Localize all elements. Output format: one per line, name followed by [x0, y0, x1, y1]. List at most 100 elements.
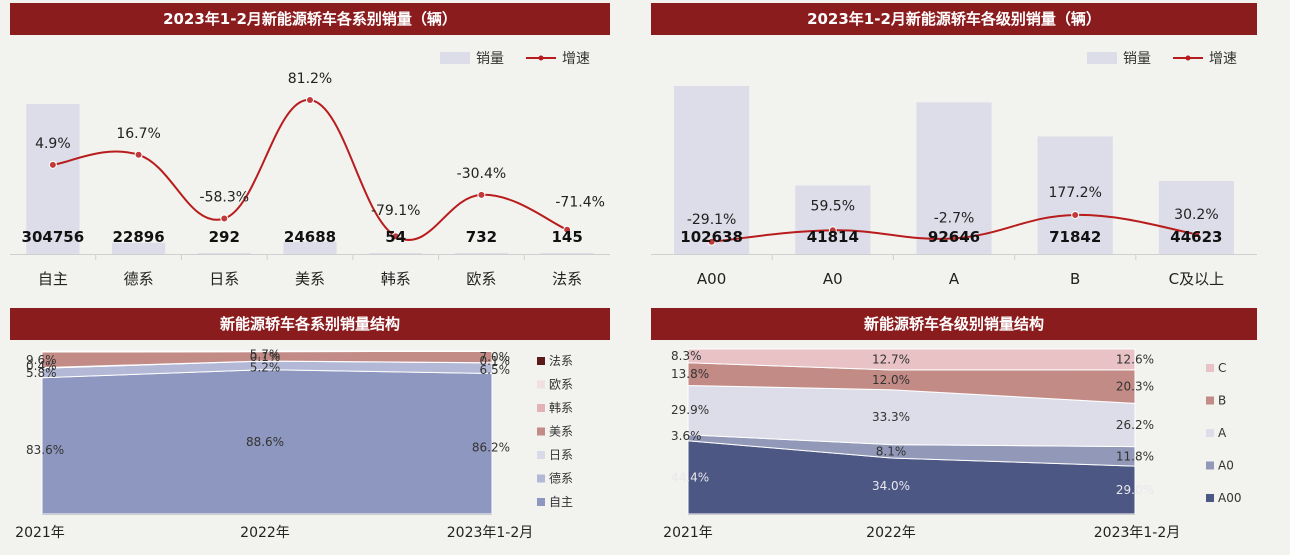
- legend-swatch-bar: [440, 52, 470, 64]
- growth-point: [707, 237, 716, 246]
- chart-title: 新能源轿车各级别销量结构: [651, 308, 1257, 340]
- growth-label: -71.4%: [555, 195, 605, 211]
- legend-label: 自主: [549, 495, 573, 509]
- class-structure-chart: 44.4% 34.0% 29.0% 3.6% 8.1% 11.8% 29.9% 33.3% 26…: [663, 348, 1241, 541]
- growth-point: [220, 214, 229, 223]
- legend-label: A00: [1218, 491, 1241, 505]
- bar: [1037, 136, 1113, 254]
- legend-swatch: [1206, 461, 1214, 470]
- legend-label: 德系: [549, 471, 573, 486]
- area-value-label: 12.0%: [872, 373, 910, 387]
- bar-value-label: 732: [466, 228, 497, 246]
- legend-label: 增速: [1209, 51, 1237, 67]
- area-layer: [687, 348, 1136, 371]
- area-value-label: 11.8%: [1116, 449, 1154, 463]
- area-value-label: 83.6%: [26, 443, 64, 457]
- growth-point: [391, 232, 400, 241]
- category-label: 美系: [295, 270, 325, 288]
- class-structure-panel: 新能源轿车各级别销量结构 44.4% 34.0% 29.0% 3.6% 8.1% 11.8…: [651, 308, 1257, 553]
- category-label: 德系: [124, 270, 154, 288]
- area-value-label: 13.8%: [671, 367, 709, 381]
- legend-swatch: [1206, 494, 1214, 502]
- growth-label: 59.5%: [811, 198, 855, 214]
- chart-title: 2023年1-2月新能源轿车各级别销量（辆）: [651, 3, 1257, 35]
- category-label: A: [949, 270, 960, 288]
- legend-label: 欧系: [549, 378, 573, 392]
- area-value-label: 20.3%: [1116, 380, 1154, 394]
- class-sales-panel: 2023年1-2月新能源轿车各级别销量（辆） 销量 增速 -29.1% 59.5% -2…: [651, 3, 1257, 293]
- bar-value-label: 304756: [22, 228, 85, 246]
- area-value-label: 5.8%: [26, 366, 57, 380]
- legend-label: A: [1218, 426, 1227, 440]
- x-tick-label: 2022年: [240, 525, 290, 541]
- category-label: B: [1070, 270, 1080, 288]
- category-label: 日系: [209, 270, 239, 288]
- growth-point: [828, 226, 837, 235]
- category-label: A0: [823, 270, 843, 288]
- legend-label: 销量: [1123, 51, 1151, 67]
- legend-label: 增速: [562, 51, 590, 67]
- bar-value-label: 54: [385, 228, 406, 246]
- legend-swatch: [537, 451, 545, 459]
- area-value-label: 34.0%: [872, 479, 910, 493]
- bar: [795, 185, 871, 254]
- bar-value-label: 292: [209, 228, 240, 246]
- bar: [1158, 180, 1234, 254]
- legend-label: 美系: [549, 425, 573, 439]
- legend-swatch: [537, 357, 545, 365]
- growth-label: 16.7%: [116, 126, 160, 142]
- bar: [369, 253, 423, 254]
- legend-label: A0: [1218, 459, 1234, 473]
- growth-label: 30.2%: [1174, 207, 1218, 223]
- area-value-label: 7.0%: [480, 350, 511, 364]
- growth-point: [477, 190, 486, 199]
- area-value-label: 5.2%: [250, 360, 281, 374]
- legend-swatch: [537, 427, 545, 436]
- category-label: 欧系: [466, 270, 496, 288]
- bar-value-label: 22896: [112, 228, 164, 246]
- growth-label: -79.1%: [371, 203, 421, 219]
- bar: [540, 253, 594, 254]
- brand-sales-panel: 2023年1-2月新能源轿车各系别销量（辆） 销量 增速 4.9% 16.7% -58.…: [10, 3, 610, 293]
- legend-swatch: [1206, 429, 1214, 437]
- area-value-label: 8.3%: [671, 349, 702, 363]
- bar: [26, 104, 80, 254]
- area-value-label: 0.1%: [480, 354, 511, 368]
- legend-marker: [538, 55, 544, 61]
- legend-label: 法系: [549, 354, 573, 368]
- legend-label: 销量: [476, 51, 504, 67]
- legend-swatch: [537, 474, 545, 483]
- growth-label: 81.2%: [288, 71, 332, 87]
- brand-structure-panel: 新能源轿车各系别销量结构 83.6% 88.6% 86.2% 5.8% 5.2% 6.5%…: [10, 308, 610, 553]
- x-tick-label: 2023年1-2月: [447, 525, 534, 541]
- growth-point: [48, 160, 57, 169]
- legend-label: 日系: [549, 448, 573, 462]
- bar-value-label: 102638: [680, 228, 743, 246]
- area-value-label: 29.0%: [1116, 483, 1154, 497]
- area-value-label: 9.6%: [26, 353, 57, 367]
- growth-point: [950, 234, 958, 243]
- growth-point: [306, 95, 314, 104]
- bar: [916, 102, 992, 255]
- area-value-label: 0.1%: [250, 350, 281, 364]
- x-tick-label: 2021年: [15, 525, 65, 541]
- category-label: A00: [697, 270, 726, 288]
- bar: [112, 242, 166, 254]
- bar: [454, 253, 508, 254]
- class-sales-chart: 销量 增速 -29.1% 59.5% -2.7% 177.2% 30.2% 102638 418…: [651, 51, 1257, 288]
- growth-point: [134, 150, 143, 159]
- growth-label: 177.2%: [1049, 185, 1102, 201]
- x-tick-label: 2021年: [663, 525, 713, 541]
- bar-value-label: 145: [551, 228, 582, 246]
- category-label: 韩系: [381, 270, 411, 288]
- area-value-label: 5.7%: [250, 347, 281, 361]
- legend-swatch: [1206, 396, 1214, 405]
- growth-point: [1071, 210, 1080, 219]
- growth-label: -58.3%: [200, 190, 250, 206]
- legend-label: B: [1218, 394, 1226, 408]
- bar: [674, 86, 750, 254]
- legend-label: C: [1218, 361, 1226, 375]
- legend-swatch: [537, 404, 545, 412]
- bar-value-label: 44623: [1170, 228, 1222, 246]
- growth-label: -30.4%: [457, 166, 507, 182]
